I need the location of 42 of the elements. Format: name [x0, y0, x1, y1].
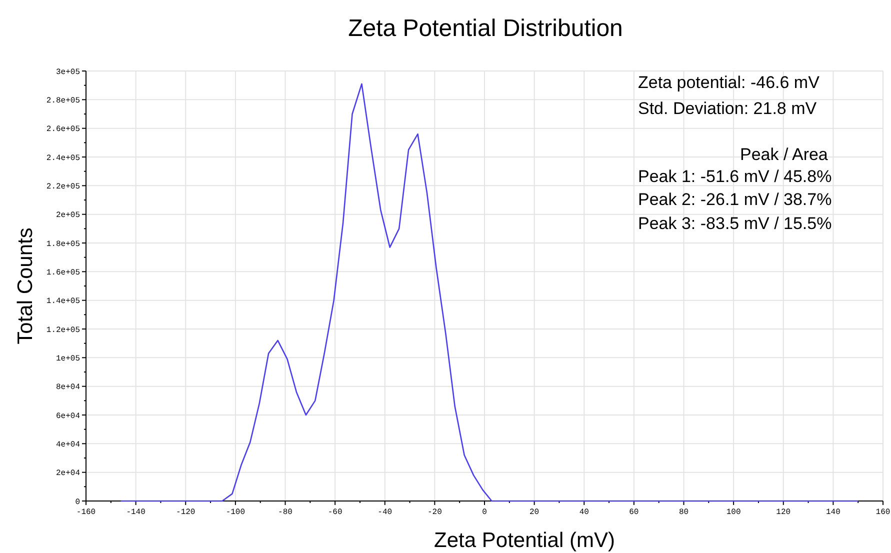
y-tick-label: 2.6e+05 — [46, 125, 80, 134]
x-tick-label: 120 — [776, 508, 791, 517]
annotation: Std. Deviation: 21.8 mV — [638, 99, 818, 118]
x-axis-title: Zeta Potential (mV) — [434, 529, 615, 552]
y-tick-label: 1.2e+05 — [46, 326, 80, 335]
y-tick-label: 1e+05 — [56, 354, 80, 364]
y-tick-label: 2e+05 — [56, 211, 80, 220]
x-tick-label: 0 — [482, 508, 488, 517]
x-tick-label: 160 — [876, 508, 890, 517]
y-axis-title: Total Counts — [14, 228, 37, 344]
y-tick-label: 2e+04 — [56, 469, 80, 478]
annotation: Peak 2: -26.1 mV / 38.7% — [638, 190, 832, 209]
y-tick-label: 2.8e+05 — [46, 96, 80, 106]
x-tick-label: 20 — [530, 508, 540, 517]
y-tick-label: 8e+04 — [56, 383, 80, 392]
x-tick-label: -20 — [427, 508, 442, 517]
y-tick-label: 0 — [75, 498, 80, 507]
x-tick-label: 100 — [726, 508, 741, 517]
annotation: Peak 3: -83.5 mV / 15.5% — [638, 214, 832, 233]
y-tick-label: 6e+04 — [56, 412, 80, 421]
x-tick-label: -160 — [76, 508, 96, 517]
y-tick-label: 1.8e+05 — [46, 240, 80, 249]
x-tick-label: -120 — [176, 508, 196, 517]
x-tick-label: 140 — [826, 508, 841, 517]
x-tick-label: -80 — [278, 508, 293, 517]
annotation: Zeta potential: -46.6 mV — [638, 73, 820, 92]
y-tick-label: 1.4e+05 — [46, 297, 80, 306]
y-tick-label: 2.2e+05 — [46, 182, 80, 192]
x-tick-label: 60 — [629, 508, 639, 517]
x-tick-label: -140 — [126, 508, 146, 517]
chart-title: Zeta Potential Distribution — [348, 15, 623, 42]
y-tick-label: 1.6e+05 — [46, 268, 80, 278]
x-tick-label: -60 — [328, 508, 342, 517]
x-tick-label: 40 — [579, 508, 590, 517]
x-tick-label: 80 — [678, 508, 689, 517]
annotation: Peak / Area — [740, 145, 828, 164]
annotation: Peak 1: -51.6 mV / 45.8% — [638, 167, 832, 186]
y-tick-label: 4e+04 — [56, 440, 80, 450]
x-tick-label: -100 — [226, 508, 246, 517]
y-tick-label: 2.4e+05 — [46, 154, 80, 163]
x-tick-label: -40 — [378, 508, 392, 517]
y-tick-label: 3e+05 — [56, 68, 80, 77]
